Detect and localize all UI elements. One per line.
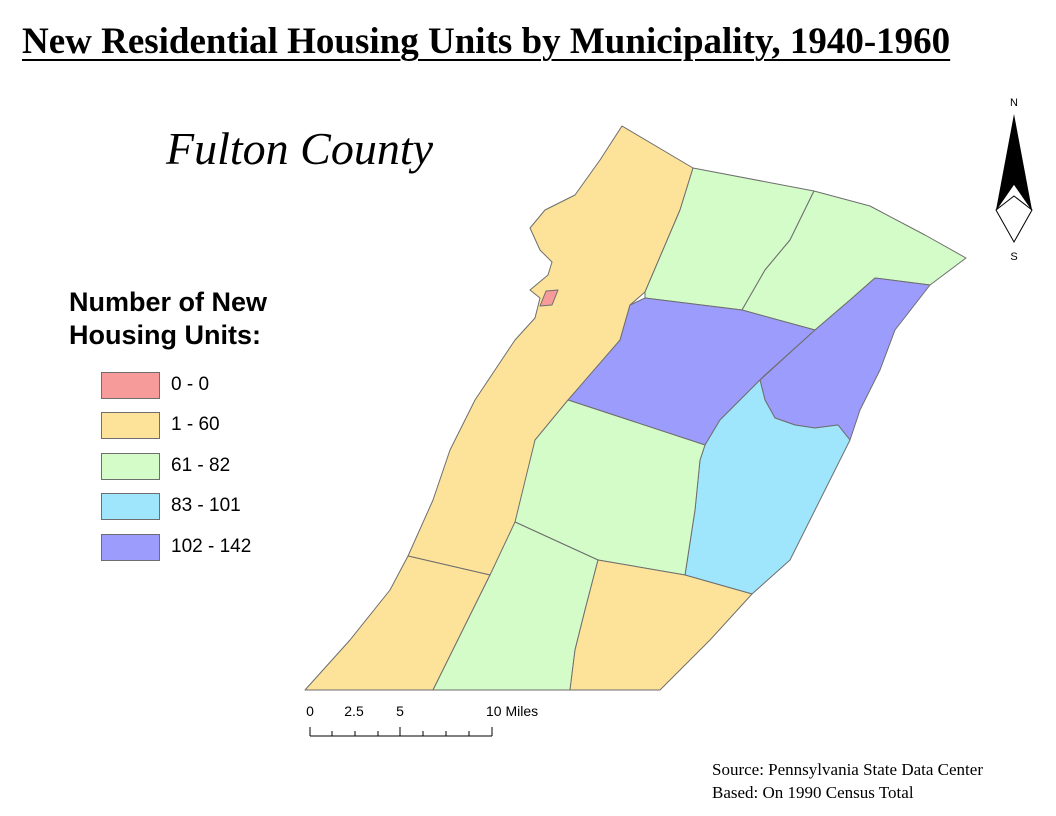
- legend-label-0: 0 - 0: [171, 374, 210, 395]
- county-name: Fulton County: [166, 123, 434, 174]
- south-label: S: [1010, 251, 1017, 263]
- scale-label-0: 0: [306, 703, 314, 719]
- map-title: New Residential Housing Units by Municip…: [22, 21, 951, 62]
- scale-label-3: 10 Miles: [486, 703, 538, 719]
- source-line2: Based: On 1990 Census Total: [712, 783, 914, 802]
- scale-label-1: 2.5: [344, 703, 364, 719]
- legend-label-4: 102 - 142: [171, 536, 252, 557]
- legend-label-2: 61 - 82: [171, 455, 231, 476]
- north-arrow: N S: [995, 97, 1033, 263]
- north-label: N: [1010, 97, 1018, 109]
- source-note: Source: Pennsylvania State Data Center B…: [712, 758, 983, 804]
- scale-bar: 0 2.5 5 10 Miles: [306, 703, 538, 737]
- legend-swatch-0: [101, 372, 160, 399]
- legend-swatch-3: [101, 493, 160, 520]
- legend-label-1: 1 - 60: [171, 414, 220, 435]
- legend-swatch-4: [101, 534, 160, 561]
- municipality-small-borough[interactable]: [539, 289, 559, 307]
- north-arrow-head: [996, 114, 1032, 210]
- scale-label-2: 5: [396, 703, 404, 719]
- legend-title-line2: Housing Units:: [69, 320, 261, 350]
- source-line1: Source: Pennsylvania State Data Center: [712, 760, 983, 779]
- legend-swatch-1: [101, 412, 160, 439]
- legend-swatch-2: [101, 453, 160, 480]
- legend-title: Number of New Housing Units:: [69, 286, 267, 352]
- north-arrow-tail: [995, 183, 1033, 244]
- municipality-south-east-corner[interactable]: [569, 559, 753, 691]
- legend-title-line1: Number of New: [69, 287, 268, 317]
- legend-label-3: 83 - 101: [171, 495, 241, 516]
